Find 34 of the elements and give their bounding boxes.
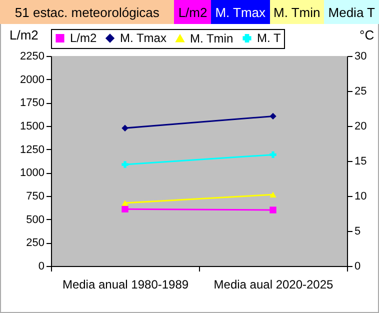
- point: [122, 124, 128, 132]
- y2-tick-label: 5: [354, 226, 361, 238]
- y2-tick-label: 20: [354, 120, 367, 132]
- text: M. Tmin: [270, 0, 324, 24]
- y2-tick-label: 25: [354, 86, 367, 98]
- legend-label: L/m2: [70, 31, 98, 46]
- legend-label: M. T: [257, 31, 282, 46]
- y-axis-title: L/m2: [10, 28, 38, 42]
- y-tick-label: 1750: [20, 97, 44, 110]
- y2-axis-title: °C: [360, 28, 374, 42]
- text: Media T: [324, 0, 379, 24]
- x-tick-label: Media aual 2020-2025: [214, 278, 334, 292]
- y2-tick-label: 30: [354, 50, 367, 62]
- point: [270, 112, 276, 120]
- text: M. Tmax: [211, 0, 270, 24]
- text: L/m2: [174, 0, 212, 24]
- point: [270, 151, 276, 158]
- y-tick-label: 250: [26, 237, 44, 250]
- y-tick-label: 2000: [20, 74, 44, 86]
- legend-label: M. Tmin: [190, 31, 234, 46]
- legend-label: M. Tmax: [120, 31, 166, 46]
- point: [122, 161, 128, 168]
- y-tick-label: 1250: [20, 144, 44, 156]
- y-tick-label: 1000: [20, 167, 44, 180]
- chart-title: 51 estac. meteorológicas: [0, 0, 174, 24]
- y-tick-label: 0: [38, 260, 44, 272]
- y-tick-label: 2250: [20, 50, 44, 62]
- y2-tick-label: 10: [354, 190, 367, 202]
- y2-tick-label: 15: [354, 156, 367, 168]
- x-tick-label: Media anual 1980-1989: [62, 278, 189, 292]
- y2-tick-label: 0: [354, 260, 361, 272]
- y-tick-label: 750: [26, 190, 44, 202]
- y-tick-label: 1500: [20, 120, 44, 132]
- y-tick-label: 500: [26, 214, 44, 226]
